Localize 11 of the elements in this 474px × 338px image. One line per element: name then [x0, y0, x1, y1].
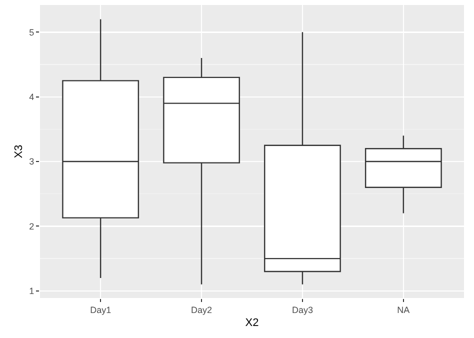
- y-tick-label: 2: [29, 221, 34, 232]
- x-tick-label: Day2: [191, 304, 212, 315]
- y-tick-label: 5: [29, 27, 34, 38]
- y-tick-label: 4: [29, 92, 34, 102]
- x-axis-title: X2: [245, 317, 259, 329]
- x-tick-label: Day1: [90, 304, 112, 315]
- x-tick-label: NA: [397, 304, 410, 315]
- x-tick-label: Day3: [292, 304, 313, 315]
- y-tick-label: 3: [29, 156, 34, 167]
- y-tick-label: 1: [29, 286, 34, 296]
- y-axis-title: X3: [12, 144, 25, 158]
